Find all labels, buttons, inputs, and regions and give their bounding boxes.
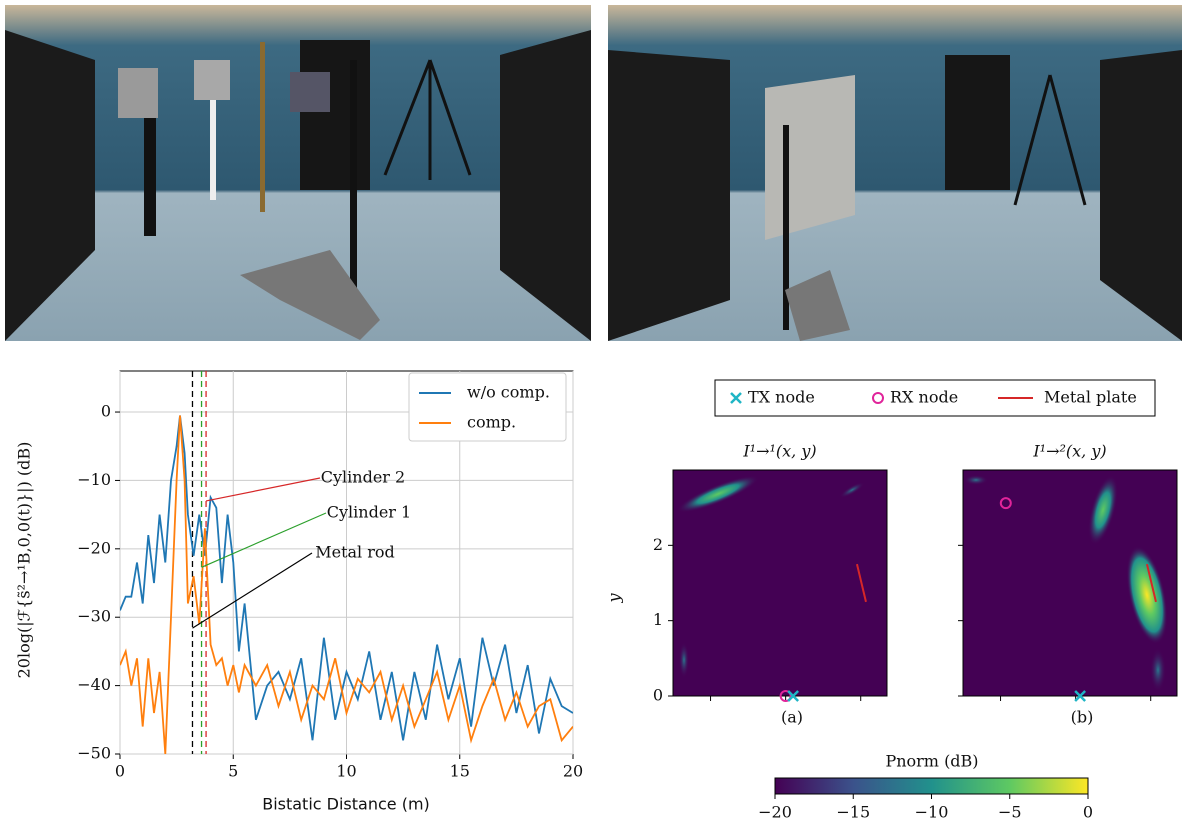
annotation-arrow bbox=[201, 512, 327, 568]
y-tick-label: 0 bbox=[101, 402, 111, 421]
legend-marker bbox=[730, 392, 742, 404]
colorbar-label: Pnorm (dB) bbox=[885, 752, 978, 771]
legend-marker bbox=[872, 392, 884, 404]
legend-label: comp. bbox=[467, 413, 516, 432]
annotation-arrow bbox=[205, 477, 321, 502]
metal-plate bbox=[855, 563, 867, 603]
panel-title: I¹→²(x, y) bbox=[1032, 442, 1106, 461]
tx-node bbox=[787, 690, 800, 702]
legend-label: TX node bbox=[748, 388, 815, 407]
tx-node bbox=[1074, 690, 1087, 702]
colorbar-tick-label: −10 bbox=[915, 803, 949, 822]
photo-left bbox=[5, 5, 591, 341]
x-tick-label: 20 bbox=[563, 762, 583, 781]
panel-label: (a) bbox=[781, 708, 803, 727]
rx-node bbox=[999, 497, 1012, 510]
annotation: Cylinder 2 bbox=[321, 468, 405, 487]
y-tick-label: −40 bbox=[77, 675, 111, 694]
legend-label: Metal plate bbox=[1044, 388, 1137, 407]
y-tick-label: −50 bbox=[77, 744, 111, 763]
y-tick-label: −20 bbox=[77, 538, 111, 557]
legend-label: RX node bbox=[890, 388, 958, 407]
heatmaps: y Pnorm (dB) bbox=[605, 379, 1178, 795]
rx-node bbox=[779, 690, 792, 702]
annotation-arrow bbox=[192, 552, 313, 629]
y-tick-label: −30 bbox=[77, 607, 111, 626]
metal-plate bbox=[1145, 563, 1157, 603]
x-axis-label: Bistatic Distance (m) bbox=[262, 795, 430, 814]
x-tick-label: 5 bbox=[228, 762, 238, 781]
colorbar-tick-label: −5 bbox=[998, 803, 1022, 822]
y-axis-label: y bbox=[605, 593, 624, 604]
series-line bbox=[120, 415, 573, 754]
x-tick-label: 0 bbox=[115, 762, 125, 781]
y-tick-label: 1 bbox=[653, 610, 663, 629]
plot-area bbox=[120, 371, 573, 754]
colorbar-tick-label: −15 bbox=[836, 803, 870, 822]
photo-right bbox=[608, 5, 1182, 341]
annotation: Cylinder 1 bbox=[327, 503, 411, 522]
y-tick-label: 2 bbox=[653, 535, 663, 554]
colorbar-tick-label: 0 bbox=[1083, 803, 1093, 822]
annotation: Metal rod bbox=[315, 543, 395, 562]
x-tick-label: 10 bbox=[336, 762, 356, 781]
panel-title: I¹→¹(x, y) bbox=[742, 442, 816, 461]
colorbar-tick-label: −20 bbox=[758, 803, 792, 822]
panel-label: (b) bbox=[1071, 708, 1094, 727]
x-tick-label: 15 bbox=[450, 762, 470, 781]
y-tick-label: 0 bbox=[653, 686, 663, 705]
y-axis-label: 20log(|ℱ{s̃²→¹B,0,0(t)}|) (dB) bbox=[15, 442, 34, 679]
legend-label: w/o comp. bbox=[467, 383, 550, 402]
series-line bbox=[120, 415, 573, 741]
y-tick-label: −10 bbox=[77, 470, 111, 489]
